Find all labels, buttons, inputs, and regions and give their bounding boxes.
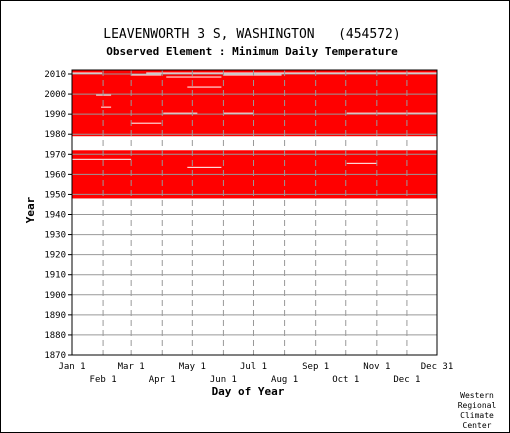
data-gap [163,112,198,114]
data-gap [346,112,437,114]
x-tick-label: Oct 1 [332,375,359,385]
x-axis-label: Day of Year [212,385,285,398]
data-gap [72,158,132,160]
x-tick-label: Jan 1 [58,362,85,372]
x-tick-label: Nov 1 [363,362,390,372]
y-tick-label: 1950 [44,190,66,200]
y-tick-label: 1890 [44,311,66,321]
chart-subtitle: Observed Element : Minimum Daily Tempera… [106,45,398,58]
data-gap [187,86,222,88]
data-block [72,70,437,137]
y-tick-label: 1970 [44,150,66,160]
y-axis-label: Year [24,196,37,223]
y-tick-label: 1990 [44,110,66,120]
chart-title: LEAVENWORTH 3 S, WASHINGTON (454572) [103,27,400,42]
data-gap [223,74,282,76]
credit-line: Regional [458,401,497,410]
y-tick-label: 1960 [44,170,66,180]
data-gap [223,112,254,114]
axis-layer: 2010 2000 1990 1980 1970 1960 1950 1940 1930 1920… [44,69,454,385]
credit-line: Center [463,421,492,430]
data-gap [72,148,102,150]
grid-layer [71,70,437,356]
x-tick-label: Dec 1 [393,375,420,385]
data-gap [72,72,103,74]
y-tick-label: 1920 [44,251,66,261]
credit-line: Climate [460,411,494,420]
x-tick-label: Jul 1 [240,362,267,372]
data-gap [131,122,162,124]
x-tick-label: Jun 1 [210,375,237,385]
y-tick-label: 2000 [44,90,66,100]
y-tick-label: 1940 [44,211,66,221]
y-tick-label: 1870 [44,351,66,361]
y-tick-label: 1880 [44,331,66,341]
data-gap [146,72,437,74]
plot-border [71,69,438,356]
x-tick-label: Mar 1 [118,362,145,372]
x-tick-label: Dec 31 [421,362,454,372]
x-tick-label: Aug 1 [271,375,298,385]
data-gap [101,106,112,108]
y-tick-label: 1910 [44,271,66,281]
x-tick-label: Sep 1 [302,362,329,372]
x-tick-label: Apr 1 [149,375,176,385]
data-gap [166,76,222,78]
y-tick-label: 1930 [44,231,66,241]
x-tick-label: Feb 1 [90,375,117,385]
credit-block: Western Regional Climate Center [458,391,497,430]
y-tick-label: 1980 [44,130,66,140]
credit-line: Western [460,391,494,400]
data-gap [346,162,377,164]
data-gap [96,94,112,96]
x-tick-label: May 1 [179,362,206,372]
y-tick-label: 2010 [44,70,66,80]
y-tick-label: 1900 [44,291,66,301]
data-gap [187,166,222,168]
data-gap [131,74,162,76]
